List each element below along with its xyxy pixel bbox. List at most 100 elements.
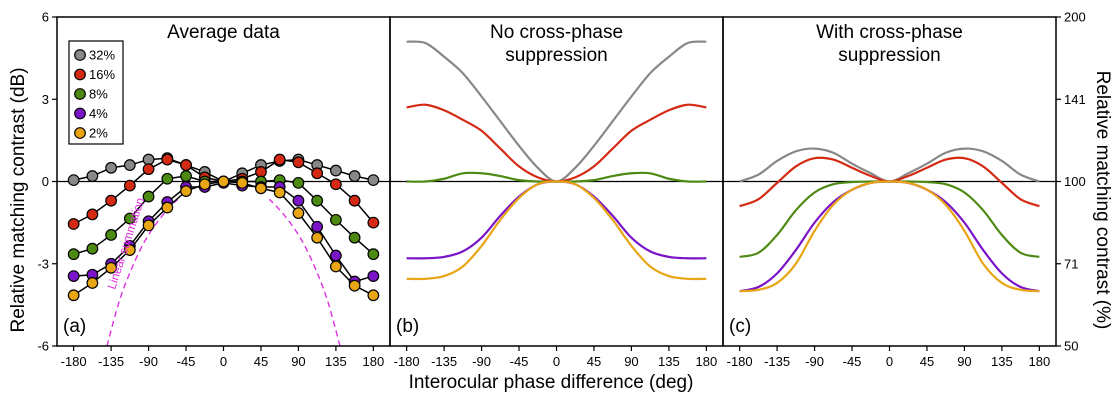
data-point-16pct-112.5 <box>311 167 324 180</box>
data-point-8pct-180 <box>367 248 380 261</box>
linear-summation-label: Linear summation <box>105 196 148 291</box>
panel-title-line: With cross-phase <box>816 22 963 43</box>
y-right-tick-label: 100 <box>1064 174 1086 189</box>
data-point-32pct--157.5 <box>86 170 99 182</box>
data-point-8pct-157.5 <box>348 231 361 244</box>
data-point-4pct--180 <box>67 270 80 282</box>
data-point-2pct--90 <box>142 219 155 232</box>
legend-label-4pct: 4% <box>89 106 108 121</box>
plot-area <box>406 40 707 281</box>
data-point-2pct-135 <box>329 260 342 273</box>
data-point-2pct--22.5 <box>198 178 211 191</box>
legend-label-2pct: 2% <box>89 126 108 141</box>
legend: 32% 16% 8% 4% 2% <box>68 40 124 145</box>
x-tick-label: 90 <box>291 354 305 369</box>
data-point-32pct--112.5 <box>123 159 136 171</box>
data-point-8pct--67.5 <box>161 172 174 185</box>
x-tick-label: 180 <box>362 354 384 369</box>
data-point-16pct--45 <box>180 159 192 171</box>
data-point-16pct--67.5 <box>161 153 174 166</box>
x-tick-label: 45 <box>920 354 934 369</box>
legend-marker-32pct <box>74 49 86 61</box>
legend-label-16pct: 16% <box>89 67 115 82</box>
x-tick-label: -135 <box>764 354 790 369</box>
x-tick-label: 90 <box>624 354 638 369</box>
x-tick-label: 45 <box>254 354 268 369</box>
data-point-8pct--90 <box>142 190 155 203</box>
y-right-tick-label: 141 <box>1064 92 1086 107</box>
data-point-2pct--157.5 <box>86 277 99 289</box>
data-point-4pct-135 <box>329 249 342 262</box>
y-left-tick-label: 3 <box>42 92 49 107</box>
model-curve-8pct <box>406 171 707 183</box>
legend-marker-4pct <box>74 107 86 120</box>
x-tick-label: -45 <box>177 354 196 369</box>
panel-title-line: No cross-phase <box>490 22 623 43</box>
data-point-16pct-135 <box>329 178 342 191</box>
data-point-32pct-135 <box>329 164 342 177</box>
data-point-32pct--180 <box>67 174 80 187</box>
data-point-2pct-45 <box>255 182 267 195</box>
data-point-8pct--135 <box>105 229 118 241</box>
y-left-tick-label: -6 <box>37 339 49 354</box>
data-point-2pct-157.5 <box>348 279 361 292</box>
y-right-tick-label: 200 <box>1064 10 1086 25</box>
x-tick-label: -45 <box>510 354 529 369</box>
data-point-4pct-112.5 <box>311 220 324 233</box>
x-tick-label: 0 <box>886 354 893 369</box>
x-tick-label: -45 <box>843 354 862 369</box>
data-point-2pct-22.5 <box>236 176 249 189</box>
data-point-16pct--112.5 <box>123 179 136 192</box>
legend-label-8pct: 8% <box>89 87 108 102</box>
y-right-tick-label: 50 <box>1064 339 1078 354</box>
data-point-16pct--90 <box>142 163 155 176</box>
x-tick-label: 180 <box>695 354 717 369</box>
model-curve-4pct <box>739 180 1040 293</box>
data-point-8pct-90 <box>292 176 305 189</box>
panel-letter: (a) <box>63 316 86 337</box>
model-curve-16pct <box>406 103 707 183</box>
model-curve-2pct <box>739 180 1040 293</box>
data-point-2pct--135 <box>105 261 118 274</box>
data-point-2pct--67.5 <box>161 201 174 214</box>
legend-marker-16pct <box>74 68 86 81</box>
x-tick-label: -135 <box>98 354 124 369</box>
plot-area <box>67 152 380 346</box>
panels-layer: Average data (a) Linear summation 32% 16% 8% 4… <box>56 16 1057 347</box>
y-right-tick-label: 71 <box>1064 256 1078 271</box>
data-point-8pct--112.5 <box>123 212 136 225</box>
ticks-layer: -180 -135 -90 -45 0 45 90 135 180 -180 -135 -90 -45 0… <box>37 10 1085 370</box>
y-left-tick-label: -3 <box>37 256 49 271</box>
data-point-2pct-112.5 <box>311 231 324 244</box>
x-tick-label: -135 <box>431 354 457 369</box>
data-point-8pct--157.5 <box>86 242 99 255</box>
data-point-16pct--157.5 <box>86 208 99 221</box>
data-point-8pct-112.5 <box>311 194 324 207</box>
data-point-2pct-180 <box>367 289 380 302</box>
data-point-2pct-67.5 <box>273 186 286 199</box>
model-curve-8pct <box>739 180 1040 258</box>
series-line-16pct <box>73 158 374 225</box>
y-axis-title-right: Relative matching contrast (%) <box>1092 71 1113 330</box>
x-tick-label: 0 <box>553 354 560 369</box>
plot-area <box>739 147 1040 293</box>
data-point-32pct-157.5 <box>348 170 361 182</box>
x-tick-label: -90 <box>805 354 824 369</box>
data-point-16pct-90 <box>292 156 305 169</box>
data-point-32pct-180 <box>367 174 380 187</box>
data-point-32pct--135 <box>105 161 118 174</box>
data-point-2pct-0 <box>217 175 230 188</box>
data-point-4pct-90 <box>292 194 305 207</box>
x-tick-label: 135 <box>991 354 1013 369</box>
x-tick-label: 0 <box>220 354 227 369</box>
x-tick-label: -180 <box>61 354 87 369</box>
data-point-16pct-180 <box>367 216 380 229</box>
legend-marker-2pct <box>74 127 86 139</box>
x-tick-label: 90 <box>957 354 971 369</box>
data-point-2pct--180 <box>67 289 80 302</box>
panel-title-line: Average data <box>167 22 280 43</box>
panel-title-line: suppression <box>505 45 607 66</box>
